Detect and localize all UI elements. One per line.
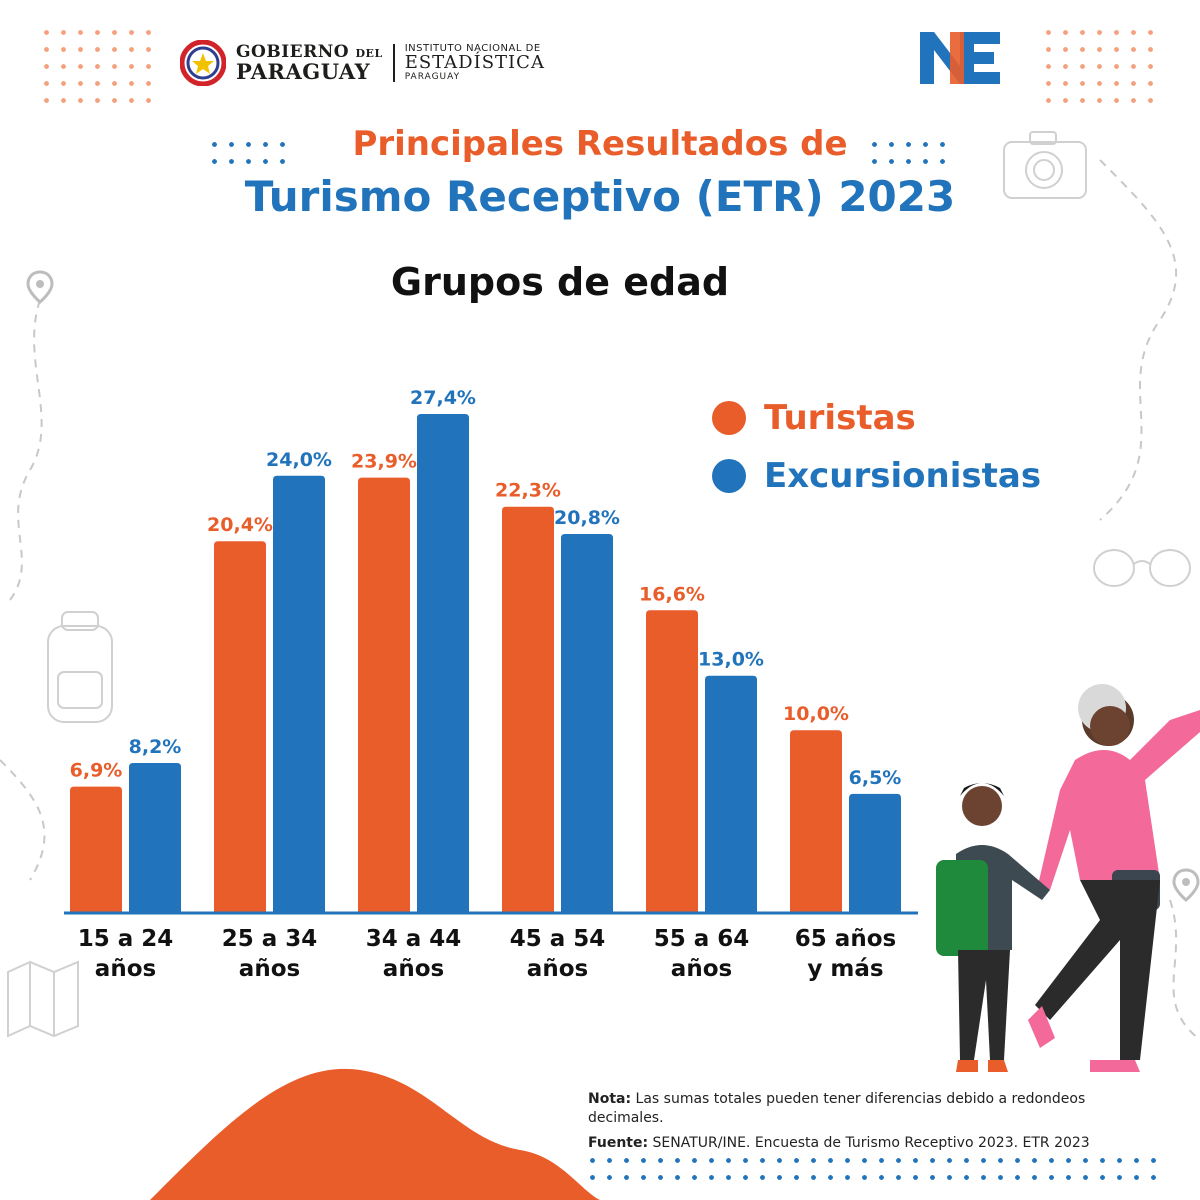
- paraguay-seal-icon: [180, 40, 226, 86]
- category-label-3: 45 a 54 años: [510, 926, 606, 982]
- ine-wordmark: INSTITUTO NACIONAL DE ESTADÍSTICA PARAGU…: [392, 42, 545, 83]
- ine-line1: INSTITUTO NACIONAL DE: [404, 42, 541, 54]
- legend-item-turistas: Turistas: [712, 398, 1041, 438]
- bar-excursionistas-1: [273, 475, 325, 912]
- bar-turistas-3: [502, 506, 554, 912]
- bar-turistas-4: [646, 610, 698, 912]
- ine-logo-icon: N E: [920, 32, 1000, 84]
- ine-line3: PARAGUAY: [404, 71, 461, 82]
- footnote: Nota: Las sumas totales pueden tener dif…: [588, 1090, 1148, 1153]
- category-label-5: 65 años y más: [795, 926, 896, 982]
- bar-excursionistas-3: [561, 533, 613, 912]
- data-label-excursionistas-4: 13,0%: [698, 649, 764, 671]
- sunglasses-icon: [1093, 549, 1191, 587]
- camera-icon: [1003, 131, 1087, 199]
- chart-title: Grupos de edad: [390, 260, 730, 304]
- legend-swatch-turistas: [712, 401, 746, 435]
- legend-swatch-excursionistas: [712, 459, 746, 493]
- gobierno-wordmark: GOBIERNO DEL PARAGUAY: [236, 42, 383, 84]
- bar-turistas-5: [790, 730, 842, 912]
- data-label-excursionistas-0: 8,2%: [129, 736, 182, 758]
- legend-item-excursionistas: Excursionistas: [712, 456, 1041, 496]
- bar-excursionistas-4: [705, 675, 757, 912]
- category-label-0: 15 a 24 años: [78, 926, 174, 982]
- bar-excursionistas-0: [129, 762, 181, 912]
- nota-label: Nota:: [588, 1091, 632, 1107]
- bar-turistas-0: [70, 786, 122, 912]
- data-label-turistas-0: 6,9%: [70, 760, 123, 782]
- page-title-line2: Turismo Receptivo (ETR) 2023: [244, 172, 956, 221]
- category-label-1: 25 a 34 años: [222, 926, 318, 982]
- folded-map-icon: [7, 960, 79, 1038]
- decor-dots-top-left: [38, 24, 158, 110]
- nota-text: Las sumas totales pueden tener diferenci…: [588, 1091, 1086, 1126]
- decor-dots-top-right: [1040, 24, 1160, 110]
- data-label-excursionistas-5: 6,5%: [849, 767, 902, 789]
- category-label-2: 34 a 44 años: [366, 926, 462, 982]
- decor-dots-title-right: [866, 136, 946, 170]
- data-label-turistas-1: 20,4%: [207, 514, 273, 536]
- gobierno-logo-block: GOBIERNO DEL PARAGUAY INSTITUTO NACIONAL…: [180, 40, 545, 86]
- legend-label-turistas: Turistas: [764, 398, 916, 438]
- ine-line2: ESTADÍSTICA: [404, 52, 545, 74]
- fuente-line: Fuente: SENATUR/INE. Encuesta de Turismo…: [588, 1134, 1148, 1153]
- chart-legend: Turistas Excursionistas: [712, 398, 1041, 496]
- bar-excursionistas-5: [849, 793, 901, 912]
- bar-turistas-2: [358, 477, 410, 912]
- decor-dots-bottom: [584, 1152, 1168, 1192]
- data-label-turistas-5: 10,0%: [783, 703, 849, 725]
- bar-excursionistas-2: [417, 414, 469, 912]
- map-pin-icon: [26, 270, 54, 304]
- category-label-4: 55 a 64 años: [654, 926, 750, 982]
- data-label-turistas-4: 16,6%: [639, 583, 705, 605]
- legend-label-excursionistas: Excursionistas: [764, 456, 1042, 496]
- data-label-turistas-2: 23,9%: [351, 451, 417, 473]
- family-illustration: [936, 684, 1200, 1072]
- fuente-text: SENATUR/INE. Encuesta de Turismo Recepti…: [648, 1134, 1090, 1151]
- page-title-line1: Principales Resultados de: [352, 124, 848, 164]
- gobierno-line2: PARAGUAY: [236, 59, 371, 84]
- backpack-icon: [47, 611, 113, 723]
- data-label-excursionistas-2: 27,4%: [410, 387, 476, 409]
- data-label-turistas-3: 22,3%: [495, 480, 561, 502]
- nota-line: Nota: Las sumas totales pueden tener dif…: [588, 1090, 1148, 1128]
- data-label-excursionistas-1: 24,0%: [266, 449, 332, 471]
- data-label-excursionistas-3: 20,8%: [554, 507, 620, 529]
- fuente-label: Fuente:: [588, 1134, 649, 1151]
- decor-dots-title-left: [206, 136, 286, 170]
- gobierno-line1: GOBIERNO: [236, 42, 350, 62]
- gobierno-del: DEL: [355, 47, 383, 60]
- bar-turistas-1: [214, 541, 266, 912]
- decor-orange-hill: [150, 1068, 600, 1200]
